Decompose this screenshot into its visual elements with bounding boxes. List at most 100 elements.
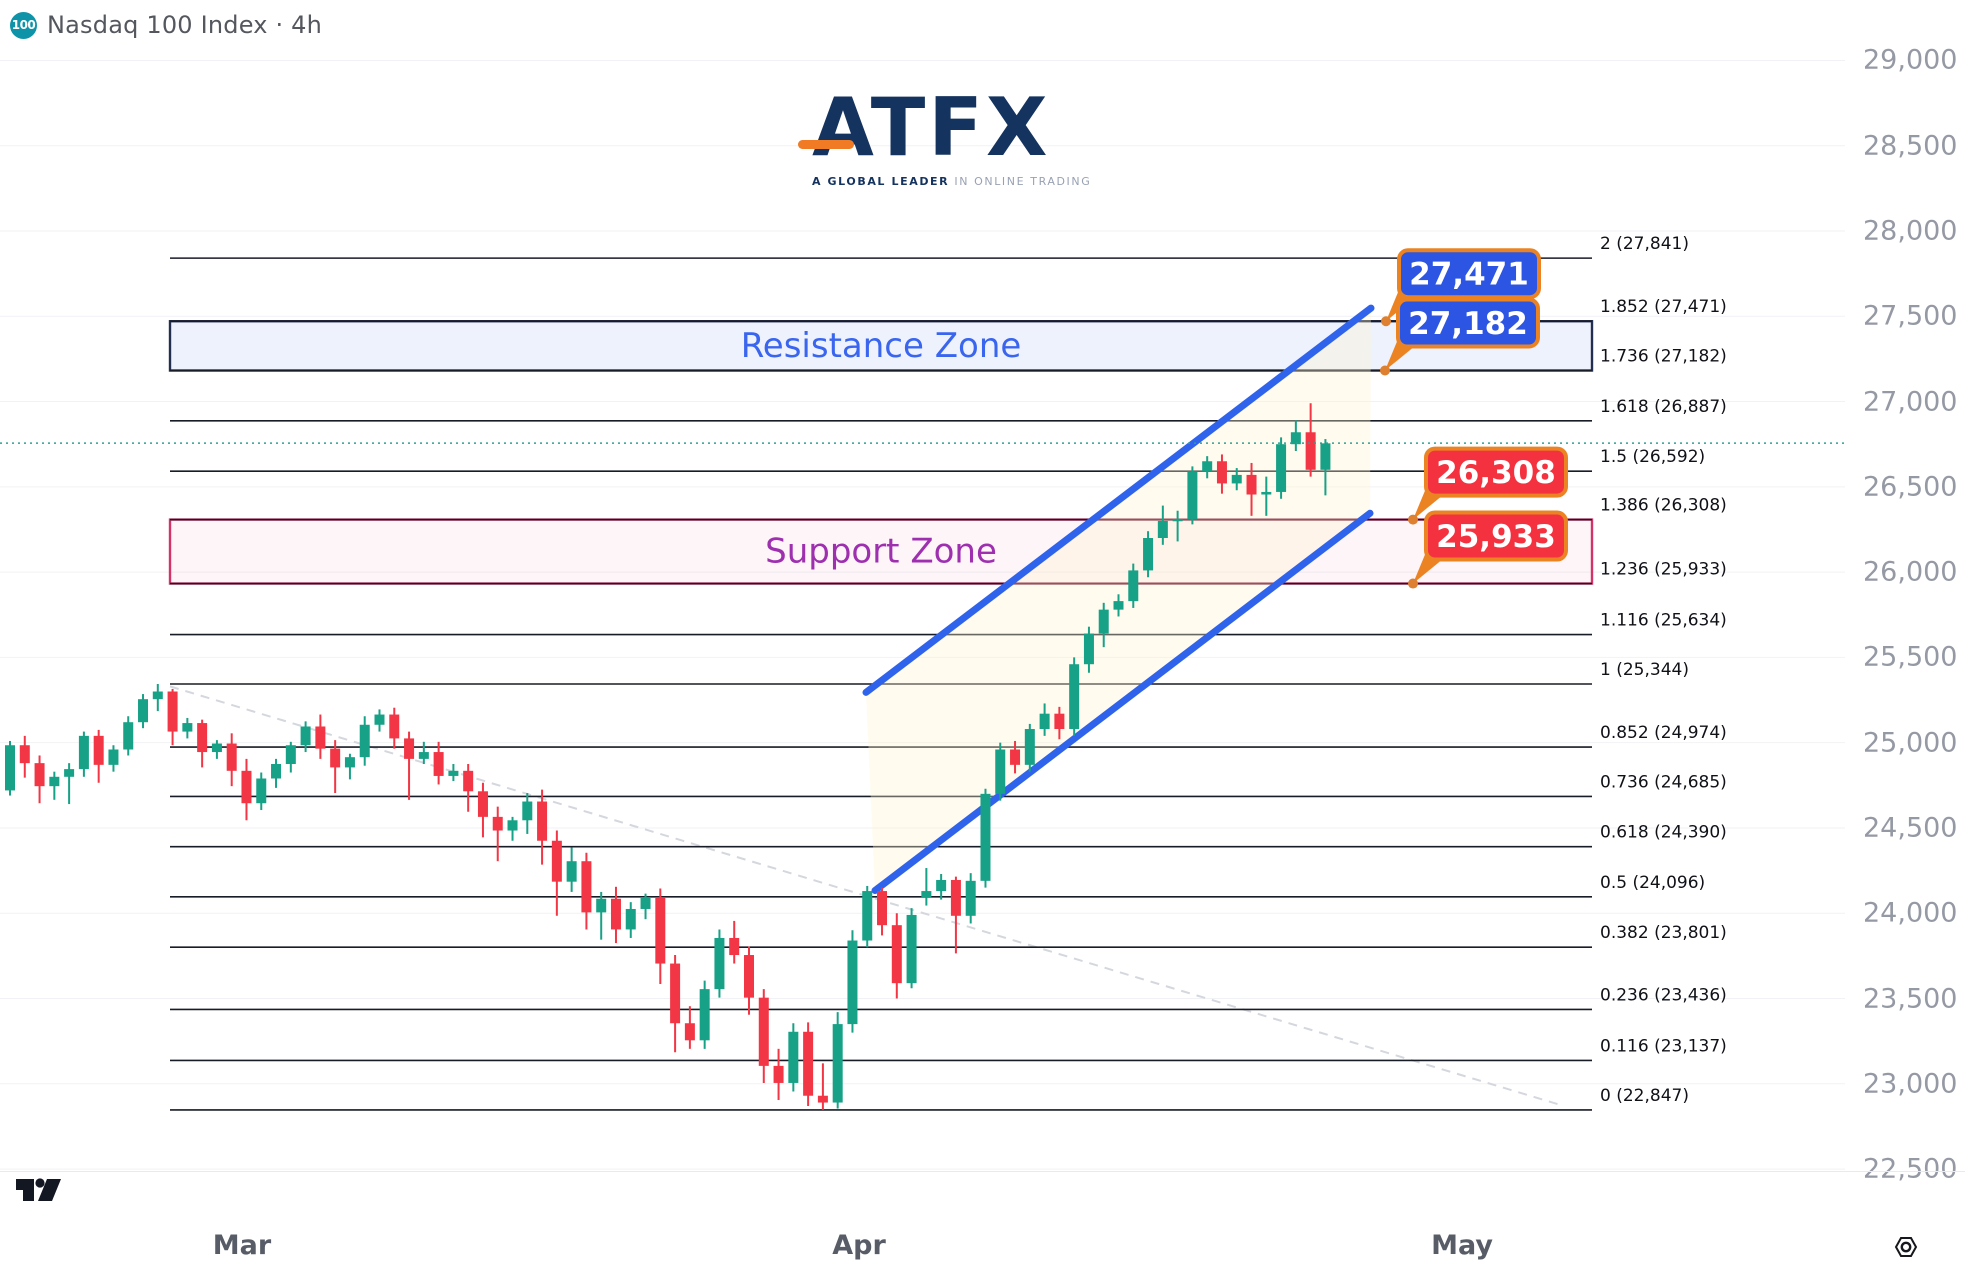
candle-body <box>788 1031 799 1083</box>
candle-body <box>211 743 222 753</box>
candle-body <box>1290 432 1301 445</box>
tv-logo-one <box>16 1179 34 1201</box>
candle-body <box>167 691 178 732</box>
price-callout[interactable] <box>1397 248 1541 300</box>
candle-body <box>108 749 119 765</box>
candle-body <box>1172 519 1183 522</box>
candle-body <box>49 776 60 787</box>
candle-body <box>123 722 134 750</box>
candle-body <box>1024 729 1035 765</box>
price-axis-label: 25,000 <box>1863 727 1958 759</box>
price-callout[interactable] <box>1424 446 1568 498</box>
candle-body <box>300 726 311 746</box>
candle-body <box>817 1095 828 1103</box>
price-axis-label: 27,500 <box>1863 300 1958 332</box>
candle-body <box>433 752 444 776</box>
candle-body <box>803 1031 814 1096</box>
price-callout[interactable] <box>1424 510 1568 562</box>
candle-body <box>1320 443 1331 470</box>
callout-anchor-dot <box>1408 578 1418 589</box>
time-axis-separator <box>0 1171 1965 1172</box>
candle-body <box>477 791 488 817</box>
tv-logo-dot <box>35 1178 45 1188</box>
fib-level-label: 0.5 (24,096) <box>1600 873 1705 893</box>
price-axis-label: 25,500 <box>1863 641 1958 673</box>
fib-level-label: 1.852 (27,471) <box>1600 297 1727 317</box>
fib-level-label: 1.116 (25,634) <box>1600 611 1727 631</box>
upper-channel-line[interactable] <box>862 304 1375 696</box>
candle-body <box>625 908 636 930</box>
candle-body <box>832 1024 843 1103</box>
fib-level-label: 1.5 (26,592) <box>1600 447 1705 467</box>
candle-body <box>507 820 518 831</box>
candle-body <box>359 724 370 758</box>
fib-level-label: 1.386 (26,308) <box>1600 496 1727 516</box>
candle-body <box>1276 444 1287 492</box>
candle-body <box>1113 601 1124 610</box>
candle-body <box>655 897 666 964</box>
time-axis-label: May <box>1431 1230 1493 1261</box>
candle-body <box>714 937 725 990</box>
candle-body <box>670 963 681 1024</box>
lower-channel-line[interactable] <box>871 509 1374 895</box>
price-callout[interactable] <box>1396 297 1540 349</box>
symbol-title: Nasdaq 100 Index · 4h <box>47 11 323 39</box>
candle-body <box>537 801 548 841</box>
zone-label: Resistance Zone <box>741 326 1022 366</box>
candle-body <box>1246 474 1257 495</box>
price-callout-text: 27,182 <box>1408 306 1528 342</box>
candle-body <box>285 745 296 764</box>
fib-level-label: 0.736 (24,685) <box>1600 772 1727 792</box>
price-axis-label: 23,000 <box>1863 1068 1958 1100</box>
candle-body <box>138 699 149 723</box>
candle-body <box>1261 491 1272 495</box>
fib-level-label: 1 (25,344) <box>1600 660 1689 680</box>
price-axis-label: 24,000 <box>1863 897 1958 929</box>
candle-body <box>1231 474 1242 484</box>
candle-body <box>315 726 326 749</box>
candle-body <box>344 757 355 768</box>
candle-body <box>1069 664 1080 730</box>
fib-level-label: 1.736 (27,182) <box>1600 347 1727 367</box>
symbol-badge-icon: 100 <box>10 11 37 39</box>
candle-body <box>64 769 75 777</box>
candle-body <box>699 989 710 1041</box>
candle-body <box>965 880 976 916</box>
tv-logo-seven <box>38 1179 61 1201</box>
time-axis-label: Apr <box>832 1230 886 1261</box>
candle-body <box>330 748 341 768</box>
candle-body <box>522 801 533 821</box>
tradingview-logo[interactable] <box>15 1172 63 1202</box>
candle-body <box>1098 609 1109 634</box>
candle-body <box>152 691 163 700</box>
candle-body <box>404 738 415 759</box>
time-axis-label: Mar <box>212 1230 272 1261</box>
candle-body <box>1305 432 1316 470</box>
candle-body <box>1157 520 1168 539</box>
candle-body <box>877 891 888 926</box>
candle-body <box>684 1023 695 1041</box>
candle-body <box>93 735 104 765</box>
resistance-zone[interactable] <box>168 320 1594 372</box>
candle-body <box>34 763 45 787</box>
callout-anchor-dot <box>1381 316 1391 327</box>
candle-body <box>862 891 873 941</box>
price-axis-label: 23,500 <box>1863 983 1958 1014</box>
settings-icon[interactable] <box>1893 1234 1919 1260</box>
candle-body <box>448 770 459 776</box>
candle-body <box>78 735 89 770</box>
candle-body <box>566 861 577 882</box>
candle-body <box>226 743 237 771</box>
candle-body <box>241 770 252 804</box>
price-axis-label: 24,500 <box>1863 812 1958 844</box>
candle-body <box>847 940 858 1025</box>
symbol-legend[interactable]: 100 Nasdaq 100 Index · 4h <box>10 11 322 39</box>
fib-level-label: 0.852 (24,974) <box>1600 723 1727 743</box>
candle-body <box>271 763 282 779</box>
fib-level-label: 0.116 (23,137) <box>1600 1036 1727 1056</box>
candle-body <box>1128 570 1139 602</box>
candle-body <box>1083 633 1094 665</box>
candle-body <box>596 898 607 913</box>
candle-body <box>256 778 267 804</box>
candle-body <box>921 891 932 898</box>
